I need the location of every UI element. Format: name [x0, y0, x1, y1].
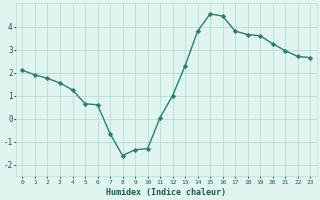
- X-axis label: Humidex (Indice chaleur): Humidex (Indice chaleur): [106, 188, 226, 197]
